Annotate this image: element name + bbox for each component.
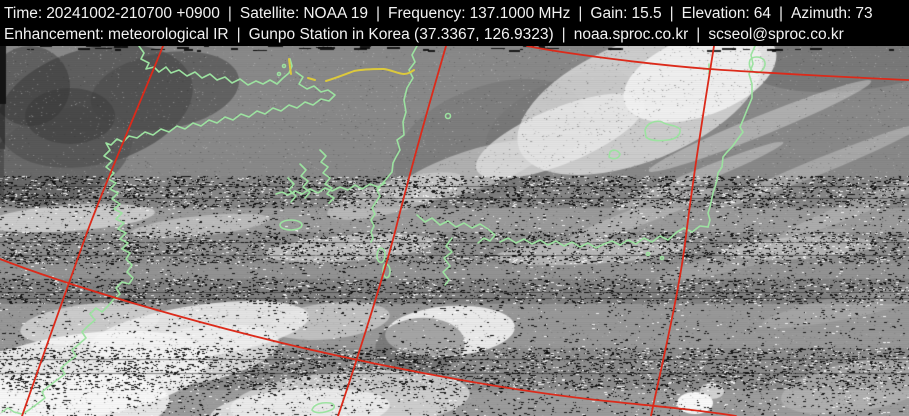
map-overlay bbox=[0, 46, 909, 416]
separator: | bbox=[696, 26, 701, 43]
elevation-label: Elevation: bbox=[681, 5, 750, 22]
frequency-field: Frequency: 137.1000 MHz bbox=[388, 5, 570, 22]
station-value: Gunpo Station in Korea (37.3367, 126.932… bbox=[248, 26, 554, 43]
coastline-kyushu-north bbox=[416, 214, 496, 244]
coastline-korea-west bbox=[1, 71, 336, 415]
satellite-field: Satellite: NOAA 19 bbox=[240, 5, 368, 22]
time-label: Time: bbox=[4, 5, 43, 22]
grid-parallel-1 bbox=[526, 46, 909, 81]
coastline-sado-island bbox=[748, 56, 766, 74]
border-overlay bbox=[288, 58, 415, 82]
coastline-seto-chugoku bbox=[499, 225, 709, 249]
coastline-korea-east bbox=[370, 46, 418, 243]
coastline-seto-islet-2 bbox=[659, 255, 665, 261]
gain-label: Gain: bbox=[590, 5, 628, 22]
coastline-gyeonggi-islet-1 bbox=[281, 63, 287, 69]
coastline-gyeonggi-islet-2 bbox=[276, 71, 282, 77]
azimuth-label: Azimuth: bbox=[791, 5, 852, 22]
website-field: noaa.sproc.co.kr bbox=[574, 26, 689, 43]
enhancement-value: meteorological IR bbox=[107, 26, 229, 43]
separator: | bbox=[236, 26, 241, 43]
header-line-2: Enhancement: meteorological IR | Gunpo Stat… bbox=[4, 24, 909, 45]
separator: | bbox=[669, 5, 674, 22]
gain-value: 15.5 bbox=[631, 5, 662, 22]
separator: | bbox=[779, 5, 784, 22]
coastline-oki-islands bbox=[608, 149, 621, 160]
grid-meridian-1 bbox=[21, 46, 164, 416]
coastline-honshu-west bbox=[707, 46, 756, 228]
header: Time: 20241002-210700 +0900 | Satellite: NOA… bbox=[0, 0, 909, 46]
gain-field: Gain: 15.5 bbox=[590, 5, 661, 22]
grid-parallel-2 bbox=[0, 258, 737, 416]
border-dmz-mid-dash bbox=[307, 77, 316, 81]
frequency-label: Frequency: bbox=[388, 5, 466, 22]
satellite-label: Satellite: bbox=[239, 5, 300, 22]
coastline-jeju-island bbox=[279, 219, 303, 231]
email-field: scseol@sproc.co.kr bbox=[708, 26, 843, 43]
border-dmz-west-dash bbox=[288, 58, 292, 75]
separator: | bbox=[375, 5, 381, 22]
border-dmz-line bbox=[325, 68, 415, 82]
coastline-tsushima-north bbox=[376, 247, 386, 264]
coastline-seto-islet-1 bbox=[645, 251, 651, 257]
frequency-value: 137.1000 MHz bbox=[469, 5, 571, 22]
coastline-tsushima-south bbox=[382, 263, 391, 279]
email-value: scseol@sproc.co.kr bbox=[708, 26, 844, 43]
coastline-korea-south-islands-3 bbox=[287, 177, 297, 203]
enhancement-field: Enhancement: meteorological IR bbox=[4, 26, 229, 43]
satellite-value: NOAA 19 bbox=[303, 5, 368, 22]
latlon-grid-overlay bbox=[0, 46, 909, 416]
satellite-image bbox=[0, 46, 909, 416]
azimuth-value: 73 bbox=[855, 5, 873, 22]
coastline-ulleungdo-island bbox=[444, 112, 452, 120]
separator: | bbox=[578, 5, 583, 22]
separator: | bbox=[227, 5, 232, 22]
website-value: noaa.sproc.co.kr bbox=[573, 26, 689, 43]
azimuth-field: Azimuth: 73 bbox=[791, 5, 873, 22]
time-value: 20241002-210700 +0900 bbox=[46, 5, 220, 22]
coastline-kyushu-west bbox=[442, 237, 453, 286]
coastline-noto-peninsula bbox=[644, 120, 681, 142]
grid-meridian-2 bbox=[337, 46, 447, 416]
header-line-1: Time: 20241002-210700 +0900 | Satellite: NOA… bbox=[4, 3, 909, 24]
coastline-korea-south-islands-1 bbox=[319, 149, 335, 204]
coastline-south-island bbox=[311, 401, 336, 414]
coastline-overlay bbox=[1, 46, 766, 415]
elevation-field: Elevation: 64 bbox=[682, 5, 771, 22]
satellite-ir-image bbox=[0, 46, 909, 416]
enhancement-label: Enhancement: bbox=[4, 26, 104, 43]
coastline-korea-south-islands-2 bbox=[299, 163, 311, 199]
elevation-value: 64 bbox=[753, 5, 771, 22]
grid-meridian-3 bbox=[650, 46, 715, 416]
time-field: Time: 20241002-210700 +0900 bbox=[4, 5, 220, 22]
coastline-northkorea-west bbox=[138, 46, 293, 86]
separator: | bbox=[561, 26, 566, 43]
station-field: Gunpo Station in Korea (37.3367, 126.932… bbox=[249, 26, 554, 43]
